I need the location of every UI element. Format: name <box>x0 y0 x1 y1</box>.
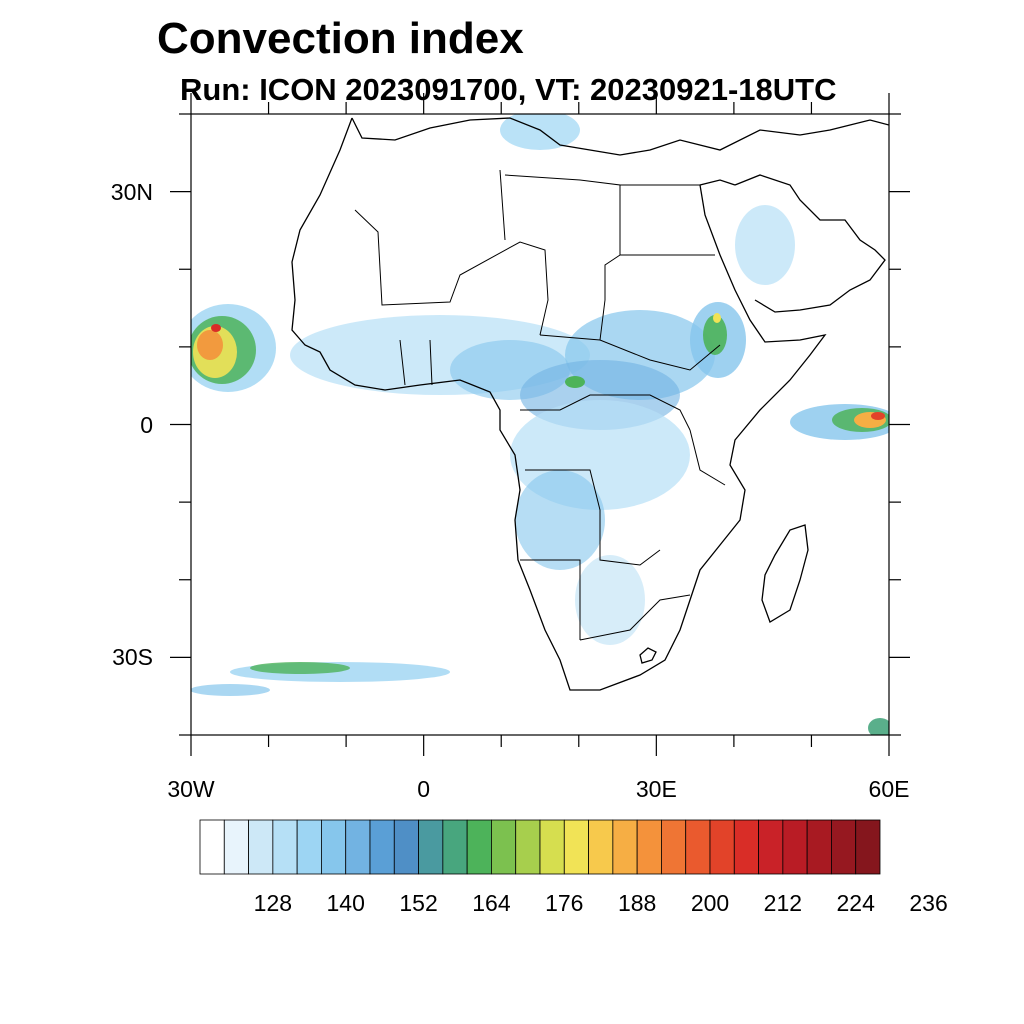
colorbar-swatch <box>612 819 638 875</box>
x-tick-label: 30W <box>167 776 215 802</box>
colorbar-swatch <box>758 819 784 875</box>
colorbar-swatch <box>248 819 274 875</box>
colorbar-swatch <box>733 819 759 875</box>
colorbar-swatch <box>466 819 492 875</box>
colorbar-label: 224 <box>836 890 875 916</box>
x-tick-label: 0 <box>417 776 431 802</box>
colorbar-label: 236 <box>909 890 948 916</box>
colorbar-swatch <box>369 819 395 875</box>
convection-field <box>191 114 889 735</box>
colorbar-swatch <box>345 819 371 875</box>
x-tick-label: 30E <box>635 776 677 802</box>
colorbar-label: 140 <box>326 890 365 916</box>
colorbar-swatch <box>661 819 687 875</box>
country-borders <box>354 169 726 641</box>
chart-title: Convection index <box>157 14 524 63</box>
coastlines <box>291 117 889 691</box>
colorbar-swatch <box>272 819 298 875</box>
colorbar-swatch <box>199 819 225 875</box>
colorbar-swatch <box>491 819 517 875</box>
colorbar-swatch <box>563 819 589 875</box>
colorbar-swatch <box>588 819 614 875</box>
y-tick-label: 30S <box>112 644 153 671</box>
colorbar-swatch <box>418 819 444 875</box>
colorbar-swatch <box>636 819 662 875</box>
colorbar-label: 128 <box>253 890 293 916</box>
colorbar-swatch <box>296 819 322 875</box>
colorbar-label: 200 <box>690 890 730 916</box>
axis-ticks <box>170 93 910 756</box>
colorbar-swatch <box>515 819 541 875</box>
y-tick-label: 0 <box>140 411 153 438</box>
colorbar-label: 152 <box>399 890 438 916</box>
colorbar-swatch <box>855 819 881 875</box>
colorbar-swatch <box>442 819 468 875</box>
colorbar-swatch <box>709 819 735 875</box>
colorbar-swatch <box>223 819 249 875</box>
colorbar <box>199 819 881 875</box>
colorbar-label: 164 <box>472 890 511 916</box>
colorbar-swatch <box>685 819 711 875</box>
y-tick-label: 30N <box>110 178 153 205</box>
colorbar-swatch <box>321 819 347 875</box>
colorbar-swatch <box>806 819 832 875</box>
chart-subtitle: Run: ICON 2023091700, VT: 20230921-18UTC <box>180 72 837 107</box>
colorbar-swatch <box>782 819 808 875</box>
colorbar-swatch <box>539 819 565 875</box>
colorbar-label: 188 <box>617 890 657 916</box>
colorbar-label: 176 <box>545 890 584 916</box>
x-tick-label: 60E <box>868 776 910 802</box>
colorbar-swatch <box>831 819 857 875</box>
colorbar-label: 212 <box>763 890 803 916</box>
colorbar-swatch <box>393 819 419 875</box>
